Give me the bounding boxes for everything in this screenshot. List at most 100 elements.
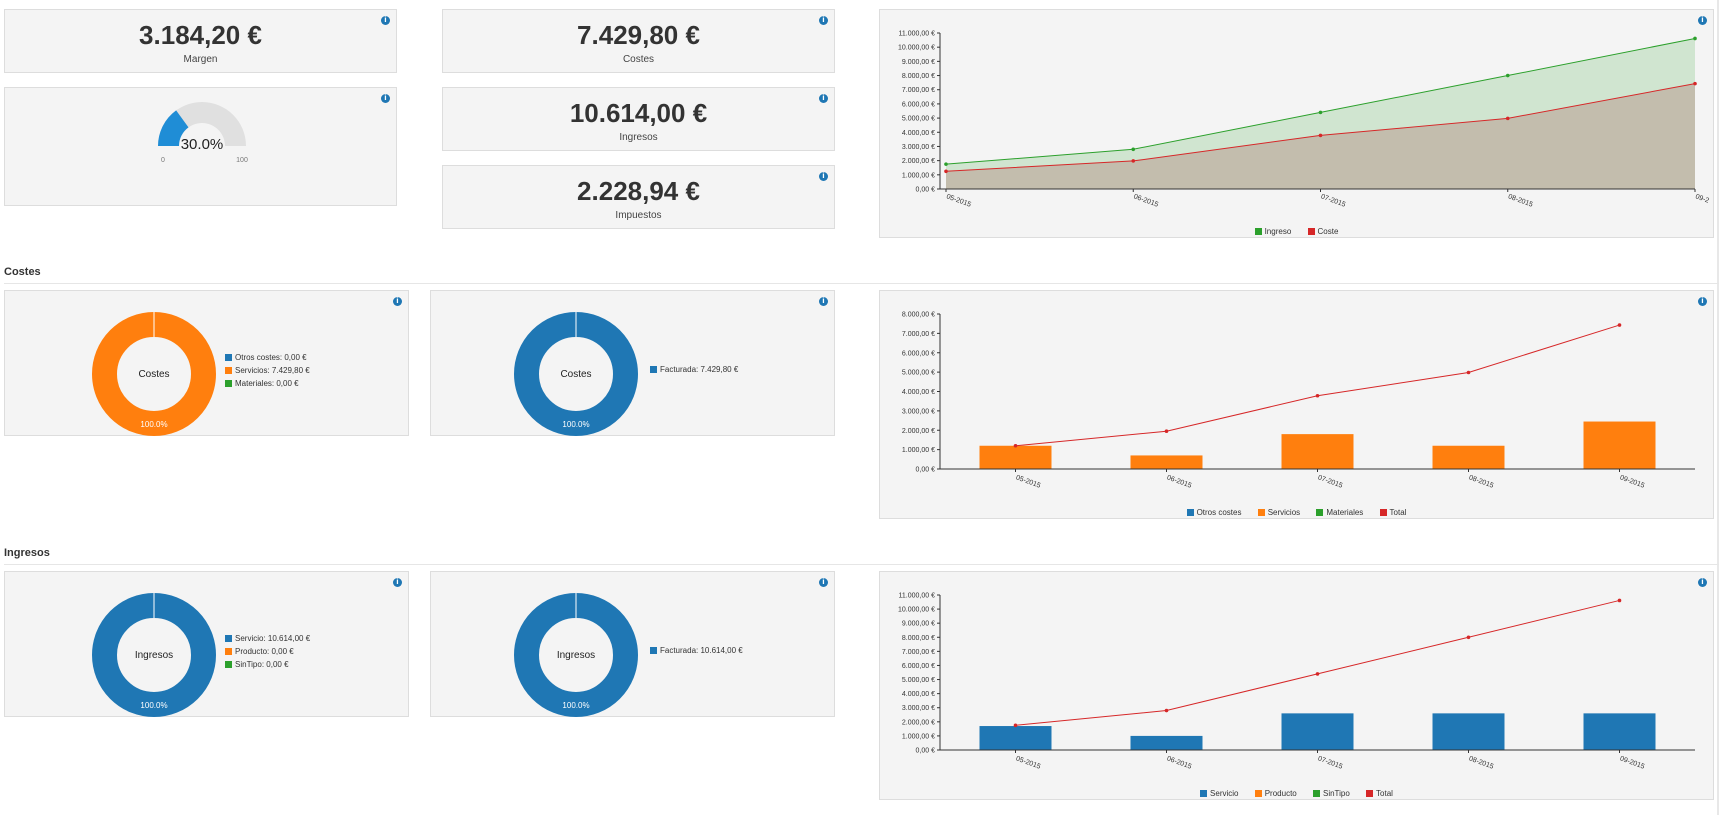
info-icon[interactable]: i <box>393 297 402 306</box>
legend-item[interactable]: Producto: 0,00 € <box>225 647 310 656</box>
y-tick-label: 7.000,00 € <box>902 331 935 338</box>
data-point <box>1318 110 1323 115</box>
x-tick-label: 09-2015 <box>1619 474 1646 489</box>
legend-swatch <box>1254 790 1262 797</box>
legend-item[interactable]: Materiales <box>1316 508 1363 517</box>
legend-item[interactable]: Facturada: 10.614,00 € <box>650 646 743 655</box>
legend-item-coste[interactable]: Coste <box>1307 227 1338 236</box>
total-line <box>1015 599 1620 726</box>
data-point <box>1505 73 1510 78</box>
legend-swatch <box>1307 228 1315 235</box>
info-icon[interactable]: i <box>393 578 402 587</box>
data-point <box>1131 147 1136 152</box>
legend-item[interactable]: SinTipo: 0,00 € <box>225 660 310 669</box>
legend-swatch <box>1257 509 1265 516</box>
info-icon[interactable]: i <box>819 297 828 306</box>
donut-percent-label: 100.0% <box>562 701 589 710</box>
legend-item[interactable]: Servicios <box>1257 508 1300 517</box>
x-tick-label: 06-2015 <box>1166 474 1193 489</box>
info-icon[interactable]: i <box>819 94 828 103</box>
y-tick-label: 0,00 € <box>916 467 936 474</box>
x-tick-label: 06-2015 <box>1133 193 1160 208</box>
legend-item[interactable]: Servicio <box>1200 789 1238 798</box>
bar <box>1583 421 1656 469</box>
kpi-impuestos-panel: i 2.228,94 € Impuestos <box>442 165 835 229</box>
legend-label: Materiales <box>1326 508 1364 517</box>
y-tick-label: 1.000,00 € <box>902 172 935 179</box>
legend-label: Servicio <box>1210 789 1239 798</box>
legend-item[interactable]: Total <box>1366 789 1393 798</box>
legend-item[interactable]: Materiales: 0,00 € <box>225 379 310 388</box>
y-tick-label: 2.000,00 € <box>902 158 935 165</box>
legend-swatch <box>1366 790 1374 797</box>
legend-label: SinTipo: 0,00 € <box>235 660 289 669</box>
data-point <box>1315 393 1320 398</box>
bar <box>1432 445 1505 469</box>
legend-item[interactable]: Servicios: 7.429,80 € <box>225 366 310 375</box>
donut-center-label: Ingresos <box>135 650 173 661</box>
y-tick-label: 11.000,00 € <box>899 593 936 600</box>
info-icon[interactable]: i <box>1698 578 1707 587</box>
legend-swatch <box>225 635 232 642</box>
data-point <box>1466 370 1471 375</box>
costes-tipo-panel: i Costes 100.0% Otros costes: 0,00 € Serv… <box>4 290 409 436</box>
y-tick-label: 6.000,00 € <box>902 663 935 670</box>
data-point <box>944 169 948 174</box>
info-icon[interactable]: i <box>819 172 828 181</box>
data-point <box>1505 116 1510 121</box>
legend-label: Facturada: 7.429,80 € <box>660 365 739 374</box>
legend-item[interactable]: Facturada: 7.429,80 € <box>650 365 738 374</box>
legend-label: Otros costes: 0,00 € <box>235 353 307 362</box>
y-tick-label: 0,00 € <box>916 187 936 194</box>
ingreso-coste-chart-panel: i 0,00 € 1.000,00 € 2.000,00 € 3.000,00 € 4.… <box>879 9 1714 238</box>
legend-item[interactable]: Producto <box>1254 789 1297 798</box>
gauge-fill <box>158 110 189 146</box>
legend-label: Total <box>1376 789 1393 798</box>
margin-gauge: 30.0% 0 100 <box>158 102 248 164</box>
ingresos-bar-line-chart: 05-2015 06-2015 07-2015 08-2015 09-2015 0,00 … <box>898 593 1695 771</box>
legend-swatch <box>1254 228 1262 235</box>
ingreso-coste-area-chart: 0,00 € 1.000,00 € 2.000,00 € 3.000,00 € 4.00… <box>898 31 1710 209</box>
y-tick-label: 8.000,00 € <box>902 635 935 642</box>
bar <box>979 445 1052 469</box>
y-tick-label: 5.000,00 € <box>902 677 935 684</box>
legend-item[interactable]: Otros costes: 0,00 € <box>225 353 310 362</box>
legend-item[interactable]: SinTipo <box>1312 789 1350 798</box>
info-icon[interactable]: i <box>819 578 828 587</box>
page-right-border <box>1717 0 1719 815</box>
legend-swatch <box>650 366 657 373</box>
legend-label: Servicios: 7.429,80 € <box>235 366 310 375</box>
info-icon[interactable]: i <box>1698 16 1707 25</box>
y-tick-label: 4.000,00 € <box>902 691 935 698</box>
gauge-value-text: 30.0% <box>181 136 224 153</box>
legend-item[interactable]: Total <box>1379 508 1406 517</box>
kpi-ingresos-value: 10.614,00 € <box>569 98 708 128</box>
legend-swatch <box>225 354 232 361</box>
x-tick-label: 07-2015 <box>1317 474 1344 489</box>
data-point <box>1318 133 1323 138</box>
y-tick-label: 8.000,00 € <box>902 312 935 319</box>
y-tick-label: 7.000,00 € <box>902 87 935 94</box>
donut-legend: Facturada: 7.429,80 € <box>650 365 738 378</box>
legend-item[interactable]: Servicio: 10.614,00 € <box>225 634 310 643</box>
bar <box>1583 713 1656 750</box>
legend-label: Ingreso <box>1264 227 1292 236</box>
x-tick-label: 07-2015 <box>1317 755 1344 770</box>
info-icon[interactable]: i <box>819 16 828 25</box>
info-icon[interactable]: i <box>1698 297 1707 306</box>
x-tick-label: 09-2 <box>1694 193 1710 204</box>
x-tick-label: 05-2015 <box>1015 474 1042 489</box>
costes-estado-donut: Costes 100.0% <box>514 312 638 436</box>
info-icon[interactable]: i <box>381 94 390 103</box>
legend-item[interactable]: Otros costes <box>1186 508 1241 517</box>
y-tick-label: 1.000,00 € <box>902 447 935 454</box>
donut-center-label: Costes <box>138 369 169 380</box>
legend-label: Producto <box>1264 789 1297 798</box>
donut-percent-label: 100.0% <box>562 420 589 429</box>
legend-swatch <box>1200 790 1208 797</box>
y-tick-label: 7.000,00 € <box>902 649 935 656</box>
legend-item-ingreso[interactable]: Ingreso <box>1254 227 1292 236</box>
legend-label: Materiales: 0,00 € <box>235 379 299 388</box>
info-icon[interactable]: i <box>381 16 390 25</box>
y-tick-label: 3.000,00 € <box>902 408 935 415</box>
